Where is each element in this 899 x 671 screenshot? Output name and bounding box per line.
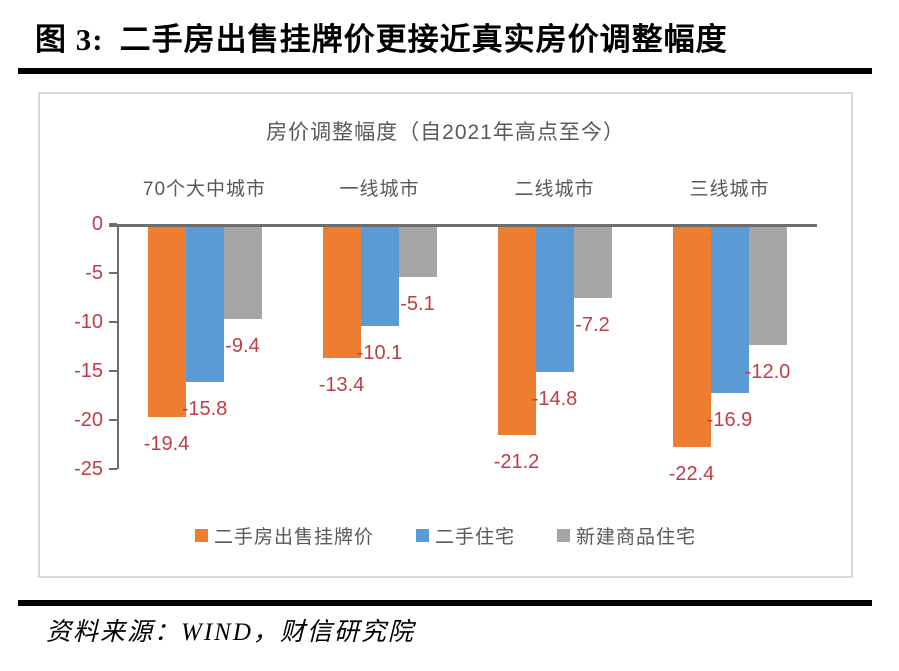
chart-title: 房价调整幅度（自2021年高点至今） (266, 121, 625, 144)
source-note: 资料来源：WIND，财信研究院 (46, 619, 415, 646)
category-label: 70个大中城市 (142, 179, 267, 200)
data-label: -19.4 (143, 433, 190, 456)
data-label: -16.9 (706, 408, 753, 431)
figure-label: 图 3: (35, 22, 104, 57)
data-label: -9.4 (225, 335, 260, 358)
divider-top (18, 68, 872, 74)
category-label: 一线城市 (339, 179, 420, 200)
chart-legend: 二手房出售挂牌价 二手住宅 新建商品住宅 (40, 520, 851, 550)
y-axis-tick (109, 272, 117, 274)
legend-swatch-icon (415, 528, 429, 542)
data-label: -12.0 (744, 360, 791, 383)
bar-chart-plot: 70个大中城市 一线城市 二线城市 三线城市 0 -5 -10 -15 -20 -25 -19.4 -… (40, 94, 851, 576)
bar-二手住宅 (535, 227, 574, 373)
bar-二手住宅 (710, 227, 749, 393)
bar-新建商品住宅 (398, 227, 437, 277)
data-label: -14.8 (531, 388, 578, 411)
data-label: -15.8 (181, 397, 228, 420)
legend-label: 二手房出售挂牌价 (213, 526, 374, 548)
category-label: 二线城市 (514, 179, 595, 200)
legend-label: 新建商品住宅 (576, 526, 697, 548)
y-axis-tick-label: -25 (74, 458, 103, 480)
y-axis-line (117, 224, 119, 469)
y-axis-tick (109, 321, 117, 323)
chart-frame: 房价调整幅度（自2021年高点至今） 70个大中城市 一线城市 二线城市 三线城市 0 -… (38, 92, 853, 578)
bar-二手房出售挂牌价 (497, 227, 536, 435)
data-label: -5.1 (400, 292, 435, 315)
y-axis-tick (109, 419, 117, 421)
figure-title: 二手房出售挂牌价更接近真实房价调整幅度 (119, 22, 728, 57)
y-axis-tick (109, 370, 117, 372)
category-label: 三线城市 (689, 179, 770, 200)
divider-bottom (18, 600, 872, 606)
figure-caption: 图 3: 二手房出售挂牌价更接近真实房价调整幅度 (35, 14, 875, 59)
bar-二手房出售挂牌价 (672, 227, 711, 447)
y-axis-tick-label: 0 (91, 213, 103, 235)
bar-二手房出售挂牌价 (147, 227, 186, 418)
x-axis-line (109, 224, 817, 227)
bar-新建商品住宅 (223, 227, 262, 320)
bar-二手住宅 (360, 227, 399, 326)
legend-item: 二手住宅 (415, 522, 515, 549)
data-label: -21.2 (493, 450, 540, 473)
legend-label: 二手住宅 (434, 526, 515, 548)
legend-swatch-icon (557, 528, 570, 542)
y-axis-tick (109, 468, 117, 470)
bar-新建商品住宅 (573, 227, 612, 298)
data-label: -7.2 (575, 313, 610, 336)
legend-swatch-icon (194, 528, 208, 542)
legend-item: 新建商品住宅 (557, 522, 696, 549)
y-axis-tick-label: -5 (85, 262, 103, 284)
data-label: -10.1 (356, 341, 403, 364)
data-label: -13.4 (318, 374, 365, 397)
y-axis-tick (109, 223, 117, 225)
data-label: -22.4 (668, 462, 715, 485)
bar-二手住宅 (185, 227, 224, 382)
y-axis-tick-label: -15 (74, 360, 103, 382)
bar-二手房出售挂牌价 (322, 227, 361, 359)
bar-新建商品住宅 (748, 227, 787, 345)
y-axis-tick-label: -10 (74, 311, 103, 333)
y-axis-tick-label: -20 (74, 409, 103, 431)
legend-item: 二手房出售挂牌价 (194, 522, 374, 549)
